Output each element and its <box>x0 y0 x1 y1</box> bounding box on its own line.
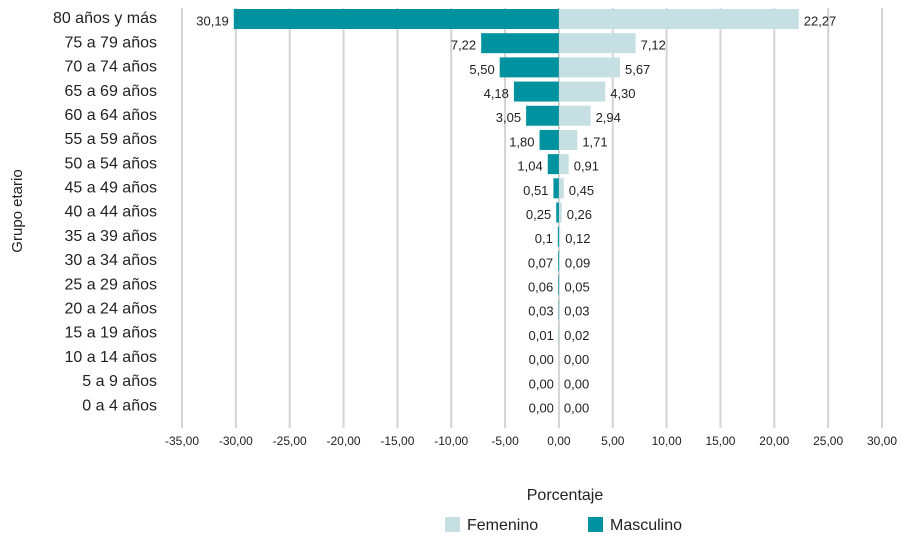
y-tick-label: 55 a 59 años <box>64 131 157 148</box>
data-label: 0,1 <box>535 231 553 246</box>
y-tick-label: 60 a 64 años <box>64 107 157 124</box>
x-tick-label: -35,00 <box>165 434 199 448</box>
data-label: 0,45 <box>569 183 594 198</box>
data-label: 22,27 <box>804 13 837 28</box>
y-tick-label: 20 a 24 años <box>64 300 157 317</box>
bar <box>558 129 578 150</box>
y-tick-label: 45 a 49 años <box>64 180 157 197</box>
y-tick-label: 25 a 29 años <box>64 276 157 293</box>
bar <box>539 129 559 150</box>
bar <box>526 105 559 126</box>
bar <box>558 57 620 78</box>
bar <box>556 202 559 223</box>
data-label: 1,04 <box>517 159 542 174</box>
bar <box>558 202 562 223</box>
y-tick-label: 65 a 69 años <box>64 83 157 100</box>
data-label: 0,00 <box>529 376 554 391</box>
x-tick-label: 30,00 <box>867 434 897 448</box>
data-label: 0,12 <box>565 231 590 246</box>
data-label: 2,94 <box>596 110 621 125</box>
data-label: 0,07 <box>528 255 553 270</box>
data-label: 0,01 <box>529 328 554 343</box>
x-tick-label: -30,00 <box>219 434 253 448</box>
y-tick-label: 80 años y más <box>53 10 157 27</box>
bar <box>558 33 636 54</box>
y-tick-label: 50 a 54 años <box>64 155 157 172</box>
y-tick-label: 10 a 14 años <box>64 349 157 366</box>
data-label: 5,50 <box>469 62 494 77</box>
data-label: 0,91 <box>574 159 599 174</box>
data-label: 7,12 <box>641 38 666 53</box>
bar <box>233 9 559 29</box>
bar <box>558 275 559 296</box>
data-label: 0,25 <box>526 207 551 222</box>
data-label: 0,26 <box>567 207 592 222</box>
data-label: 0,02 <box>564 328 589 343</box>
data-label: 0,09 <box>565 255 590 270</box>
x-tick-label: 20,00 <box>759 434 789 448</box>
y-tick-label: 30 a 34 años <box>64 252 157 269</box>
data-label: 0,06 <box>528 280 553 295</box>
data-label: 0,03 <box>564 304 589 319</box>
data-label: 0,51 <box>523 183 548 198</box>
x-tick-label: 15,00 <box>705 434 735 448</box>
legend-label: Masculino <box>610 517 682 534</box>
data-label: 4,18 <box>484 86 509 101</box>
bar <box>558 81 606 102</box>
x-tick-label: -20,00 <box>327 434 361 448</box>
bar <box>553 178 559 199</box>
bar <box>499 57 559 78</box>
data-label: 0,00 <box>529 352 554 367</box>
bar <box>547 154 559 175</box>
data-label: 1,71 <box>582 134 607 149</box>
bar <box>558 105 591 126</box>
y-tick-label: 15 a 19 años <box>64 325 157 342</box>
data-label: 0,05 <box>564 280 589 295</box>
data-label: 4,30 <box>610 86 635 101</box>
bar <box>513 81 559 102</box>
data-label: 7,22 <box>451 38 476 53</box>
x-tick-label: -25,00 <box>273 434 307 448</box>
bar <box>558 9 799 29</box>
x-tick-label: 10,00 <box>652 434 682 448</box>
bar <box>558 250 560 271</box>
y-tick-label: 75 a 79 años <box>64 34 157 51</box>
data-label: 3,05 <box>496 110 521 125</box>
bar <box>558 154 569 175</box>
data-label: 30,19 <box>196 13 229 28</box>
legend-label: Femenino <box>467 517 538 534</box>
y-tick-label: 5 a 9 años <box>82 373 157 390</box>
data-label: 0,00 <box>564 352 589 367</box>
x-tick-label: 5,00 <box>601 434 625 448</box>
bar <box>481 33 559 54</box>
legend-swatch <box>445 517 460 532</box>
y-tick-label: 0 a 4 años <box>82 397 157 414</box>
legend-swatch <box>588 517 603 532</box>
x-tick-label: 25,00 <box>813 434 843 448</box>
y-tick-label: 35 a 39 años <box>64 228 157 245</box>
x-tick-label: -15,00 <box>380 434 414 448</box>
bar <box>558 250 559 271</box>
x-axis-title: Porcentaje <box>527 487 604 504</box>
data-label: 0,00 <box>529 400 554 415</box>
bar <box>558 226 561 247</box>
data-label: 0,00 <box>564 400 589 415</box>
x-tick-label: -5,00 <box>491 434 519 448</box>
data-label: 5,67 <box>625 62 650 77</box>
bar <box>557 226 559 247</box>
x-tick-label: -10,00 <box>434 434 468 448</box>
data-label: 0,03 <box>528 304 553 319</box>
bar <box>558 275 560 296</box>
data-label: 0,00 <box>564 376 589 391</box>
x-tick-label: 0,00 <box>547 434 571 448</box>
bar <box>558 178 564 199</box>
y-tick-label: 40 a 44 años <box>64 204 157 221</box>
data-label: 1,80 <box>509 134 534 149</box>
y-axis-title: Grupo etario <box>9 169 26 252</box>
y-tick-label: 70 a 74 años <box>64 59 157 76</box>
